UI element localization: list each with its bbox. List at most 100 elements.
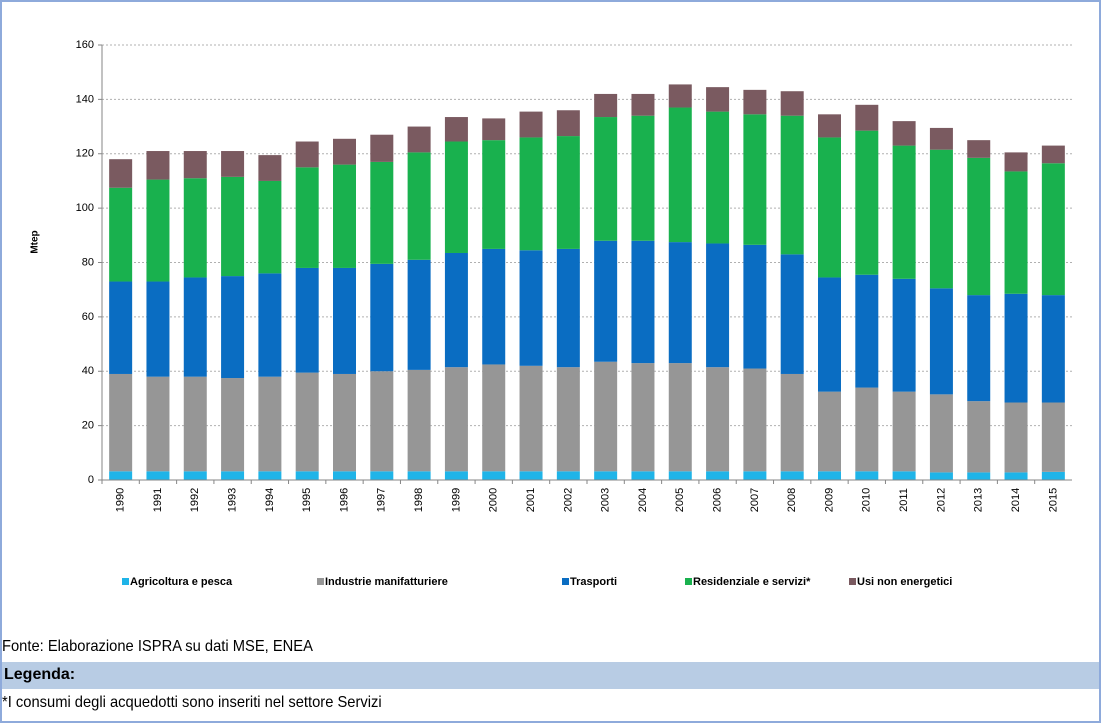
x-tick-label: 2003 <box>600 488 612 512</box>
x-tick-label: 1997 <box>376 488 388 512</box>
bar-segment <box>370 161 394 264</box>
bar-segment <box>929 472 953 480</box>
bar-segment <box>482 364 506 472</box>
bar-segment <box>818 137 841 278</box>
bar-segment <box>818 114 841 138</box>
bar-segment <box>967 157 991 296</box>
bar-segment <box>706 111 730 244</box>
bar-segment <box>780 91 804 116</box>
bar-segment <box>146 376 170 472</box>
x-tick-label: 2000 <box>488 488 500 512</box>
legend-title: Legenda: <box>4 666 76 683</box>
bar-segment <box>855 274 879 388</box>
bar-segment <box>221 276 245 379</box>
bar-segment <box>594 93 618 118</box>
bar-segment <box>146 151 170 180</box>
x-tick-label: 1991 <box>152 488 164 512</box>
bar-segment <box>258 376 282 472</box>
bar-segment <box>1004 472 1028 480</box>
legend-label: Industrie manifatturiere <box>325 576 448 588</box>
y-tick-label: 140 <box>76 93 94 105</box>
bar-segment <box>855 104 879 131</box>
bar-segment <box>444 141 468 253</box>
bar-segment <box>967 472 991 480</box>
bar-segment <box>444 252 468 368</box>
bar-segment <box>780 254 804 374</box>
legend-label: Agricoltura e pesca <box>130 576 233 588</box>
bar-segment <box>668 84 692 108</box>
bar-segment <box>929 149 953 289</box>
x-tick-label: 1999 <box>450 488 462 512</box>
bar-segment <box>892 278 916 392</box>
bar-segment <box>295 471 319 480</box>
source-note: Fonte: Elaborazione ISPRA su dati MSE, E… <box>2 638 313 655</box>
bar-segment <box>668 471 692 480</box>
bar-segment <box>594 471 618 480</box>
y-tick-label: 20 <box>82 420 94 432</box>
bar-segment <box>668 242 692 364</box>
bar-segment <box>109 281 133 374</box>
bar-segment <box>482 248 506 365</box>
x-tick-label: 1992 <box>189 488 201 512</box>
x-tick-label: 1993 <box>226 488 238 512</box>
bar-segment <box>333 138 356 165</box>
chart: Mtep 0 20 40 60 80 100 120 140 160 1990 1991 1992 19… <box>30 39 1072 588</box>
x-tick-label: 2012 <box>935 488 947 512</box>
bar-segment <box>333 471 356 480</box>
bar-segment <box>295 267 319 373</box>
bar-segment <box>668 363 692 472</box>
x-tick-label: 2006 <box>711 488 723 512</box>
bar-segment <box>631 471 655 480</box>
bar-segment <box>631 93 655 116</box>
bar-segment <box>855 471 879 480</box>
bar-segment <box>706 87 730 112</box>
bar-segment <box>892 471 916 480</box>
bar-segment <box>258 180 282 274</box>
bar-segment <box>631 363 655 472</box>
x-tick-label: 1995 <box>301 488 313 512</box>
bar-segment <box>1041 145 1065 164</box>
bar-segment <box>892 391 916 472</box>
bar-segment <box>370 471 394 480</box>
bar-segment <box>146 179 170 282</box>
y-axis-label: Mtep <box>30 230 41 253</box>
x-tick-label: 2007 <box>749 488 761 512</box>
y-tick-label: 100 <box>76 202 94 214</box>
bar-segment <box>1004 171 1028 294</box>
bar-segment <box>183 151 207 179</box>
bar-segment <box>594 117 618 241</box>
bar-segment <box>183 376 207 472</box>
x-tick-label: 2001 <box>525 488 537 512</box>
legend-label: Trasporti <box>570 576 617 588</box>
bar-segment <box>183 277 207 377</box>
bar-segment <box>556 136 580 249</box>
bar-segment <box>967 140 991 158</box>
bar-segment <box>407 471 431 480</box>
x-tick-label: 2009 <box>823 488 835 512</box>
bar-segment <box>333 373 356 472</box>
bar-segment <box>407 126 431 153</box>
bar-segment <box>743 114 767 245</box>
bar-segment <box>482 471 506 480</box>
bar-segment <box>109 187 133 282</box>
x-tick-label: 1990 <box>115 488 127 512</box>
x-tick-label: 2015 <box>1047 488 1059 512</box>
bar-segment <box>370 371 394 472</box>
bar-segment <box>743 244 767 369</box>
bar-segment <box>1004 293 1028 403</box>
bar-segment <box>1004 402 1028 473</box>
bar-segment <box>855 387 879 472</box>
bar-segment <box>295 141 319 168</box>
y-tick-label: 0 <box>88 474 94 486</box>
x-tick-label: 2011 <box>898 488 910 512</box>
x-tick-label: 2005 <box>674 488 686 512</box>
legend-swatch <box>685 578 692 585</box>
y-tick-label: 60 <box>82 311 94 323</box>
bar-segment <box>818 471 841 480</box>
bar-segment <box>1004 152 1028 172</box>
bar-segment <box>407 259 431 370</box>
x-tick-label: 1994 <box>264 488 276 512</box>
bar-segment <box>370 263 394 372</box>
legend-label: Usi non energetici <box>857 576 952 588</box>
